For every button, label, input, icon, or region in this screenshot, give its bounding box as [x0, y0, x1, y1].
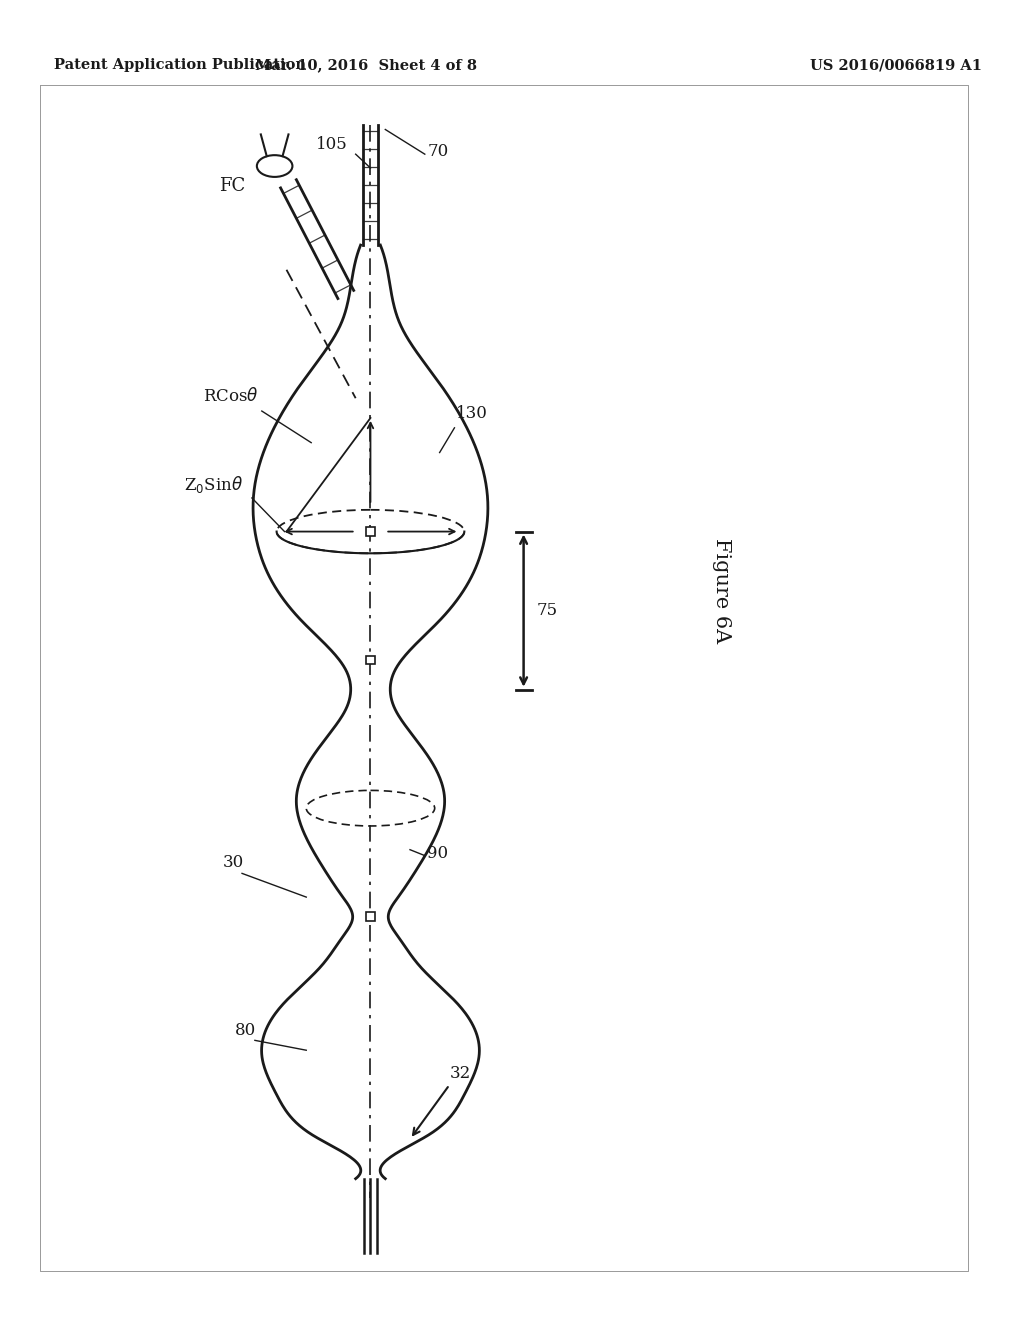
Text: Patent Application Publication: Patent Application Publication [54, 58, 306, 73]
Text: 30: 30 [222, 854, 244, 871]
Bar [366, 527, 375, 536]
Text: Figure 6A: Figure 6A [712, 539, 731, 643]
Text: RCos$\theta$: RCos$\theta$ [203, 387, 258, 405]
Text: Mar. 10, 2016  Sheet 4 of 8: Mar. 10, 2016 Sheet 4 of 8 [255, 58, 476, 73]
Text: Z$_0$Sin$\theta$: Z$_0$Sin$\theta$ [183, 474, 243, 495]
Text: 80: 80 [236, 1023, 256, 1039]
Text: 75: 75 [537, 602, 558, 619]
Text: FC: FC [219, 177, 246, 195]
Text: 105: 105 [316, 136, 348, 153]
Bar [366, 912, 375, 921]
Bar [366, 656, 375, 664]
Text: 90: 90 [427, 845, 447, 862]
Text: 70: 70 [428, 143, 449, 160]
Text: 130: 130 [457, 405, 488, 422]
Text: US 2016/0066819 A1: US 2016/0066819 A1 [810, 58, 982, 73]
Text: 32: 32 [450, 1065, 471, 1082]
